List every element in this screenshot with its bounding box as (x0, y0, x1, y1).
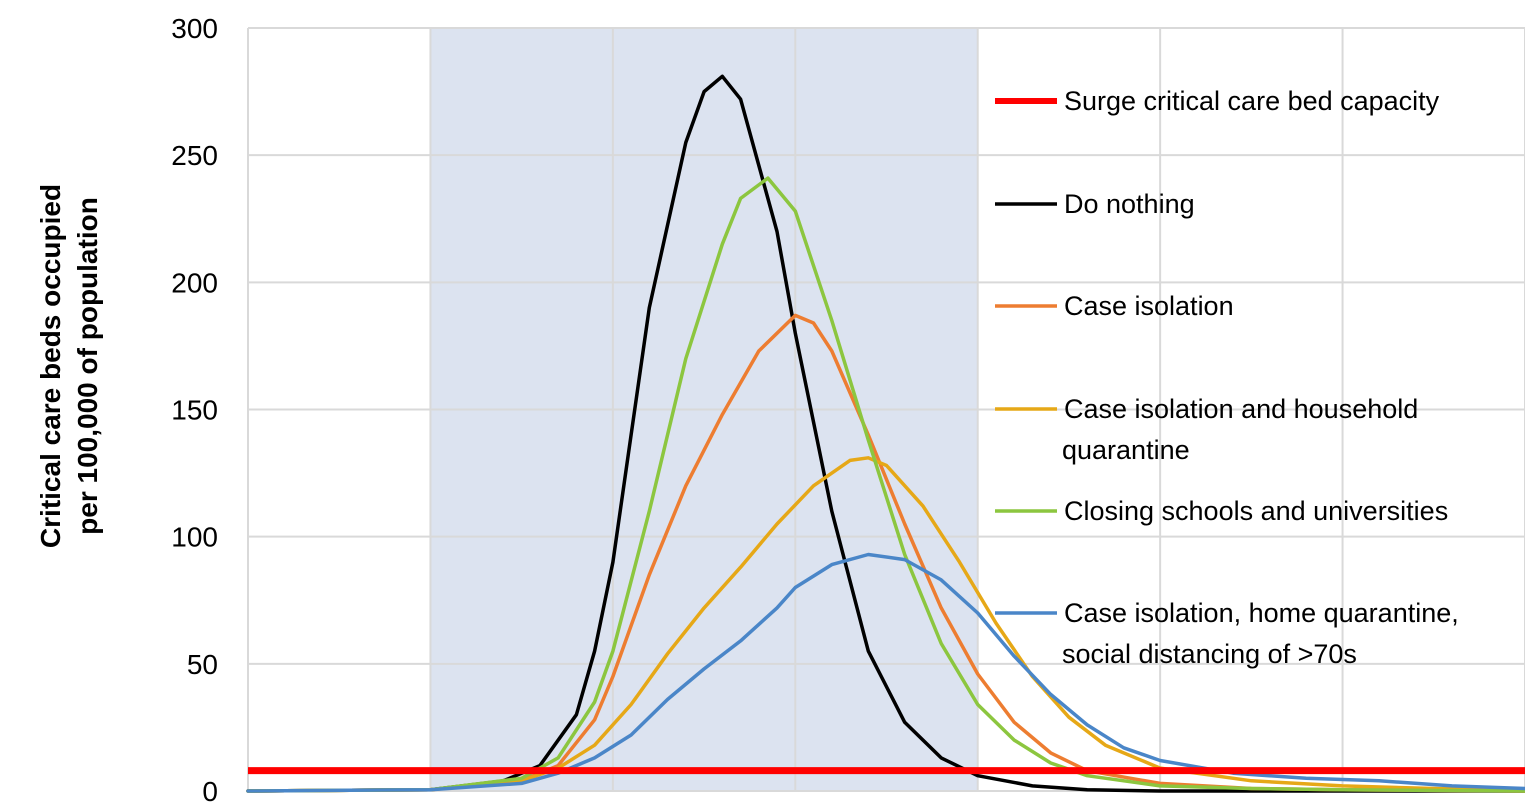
legend: Surge critical care bed capacity Do nothi… (995, 86, 1459, 669)
y-tick-label: 100 (171, 522, 218, 553)
legend-label-4: Closing schools and universities (1064, 496, 1448, 526)
y-axis-label-line-1: Critical care beds occupied (35, 184, 66, 548)
grid (247, 27, 1525, 792)
y-tick-label: 0 (202, 776, 218, 804)
y-tick-label: 250 (171, 140, 218, 171)
legend-label-3: Case isolation and household (1064, 394, 1418, 424)
legend-label-5: Case isolation, home quarantine, (1064, 598, 1459, 628)
y-axis-label-line-2: per 100,000 of population (72, 197, 103, 535)
series-line-0 (246, 74, 1525, 793)
y-axis-label: Critical care beds occupied per 100,000 … (35, 184, 103, 548)
legend-label-3: quarantine (1062, 435, 1190, 465)
y-tick-label: 200 (171, 267, 218, 298)
series-line-3 (246, 176, 1525, 793)
legend-label-5: social distancing of >70s (1062, 639, 1357, 669)
y-tick-label: 150 (171, 395, 218, 426)
y-tick-label: 50 (187, 649, 218, 680)
legend-label-2: Case isolation (1064, 291, 1234, 321)
y-axis-ticks: 0 50 100 150 200 250 300 (171, 13, 218, 804)
y-tick-label: 300 (171, 13, 218, 44)
legend-label-0: Surge critical care bed capacity (1064, 86, 1440, 116)
legend-label-1: Do nothing (1064, 189, 1195, 219)
